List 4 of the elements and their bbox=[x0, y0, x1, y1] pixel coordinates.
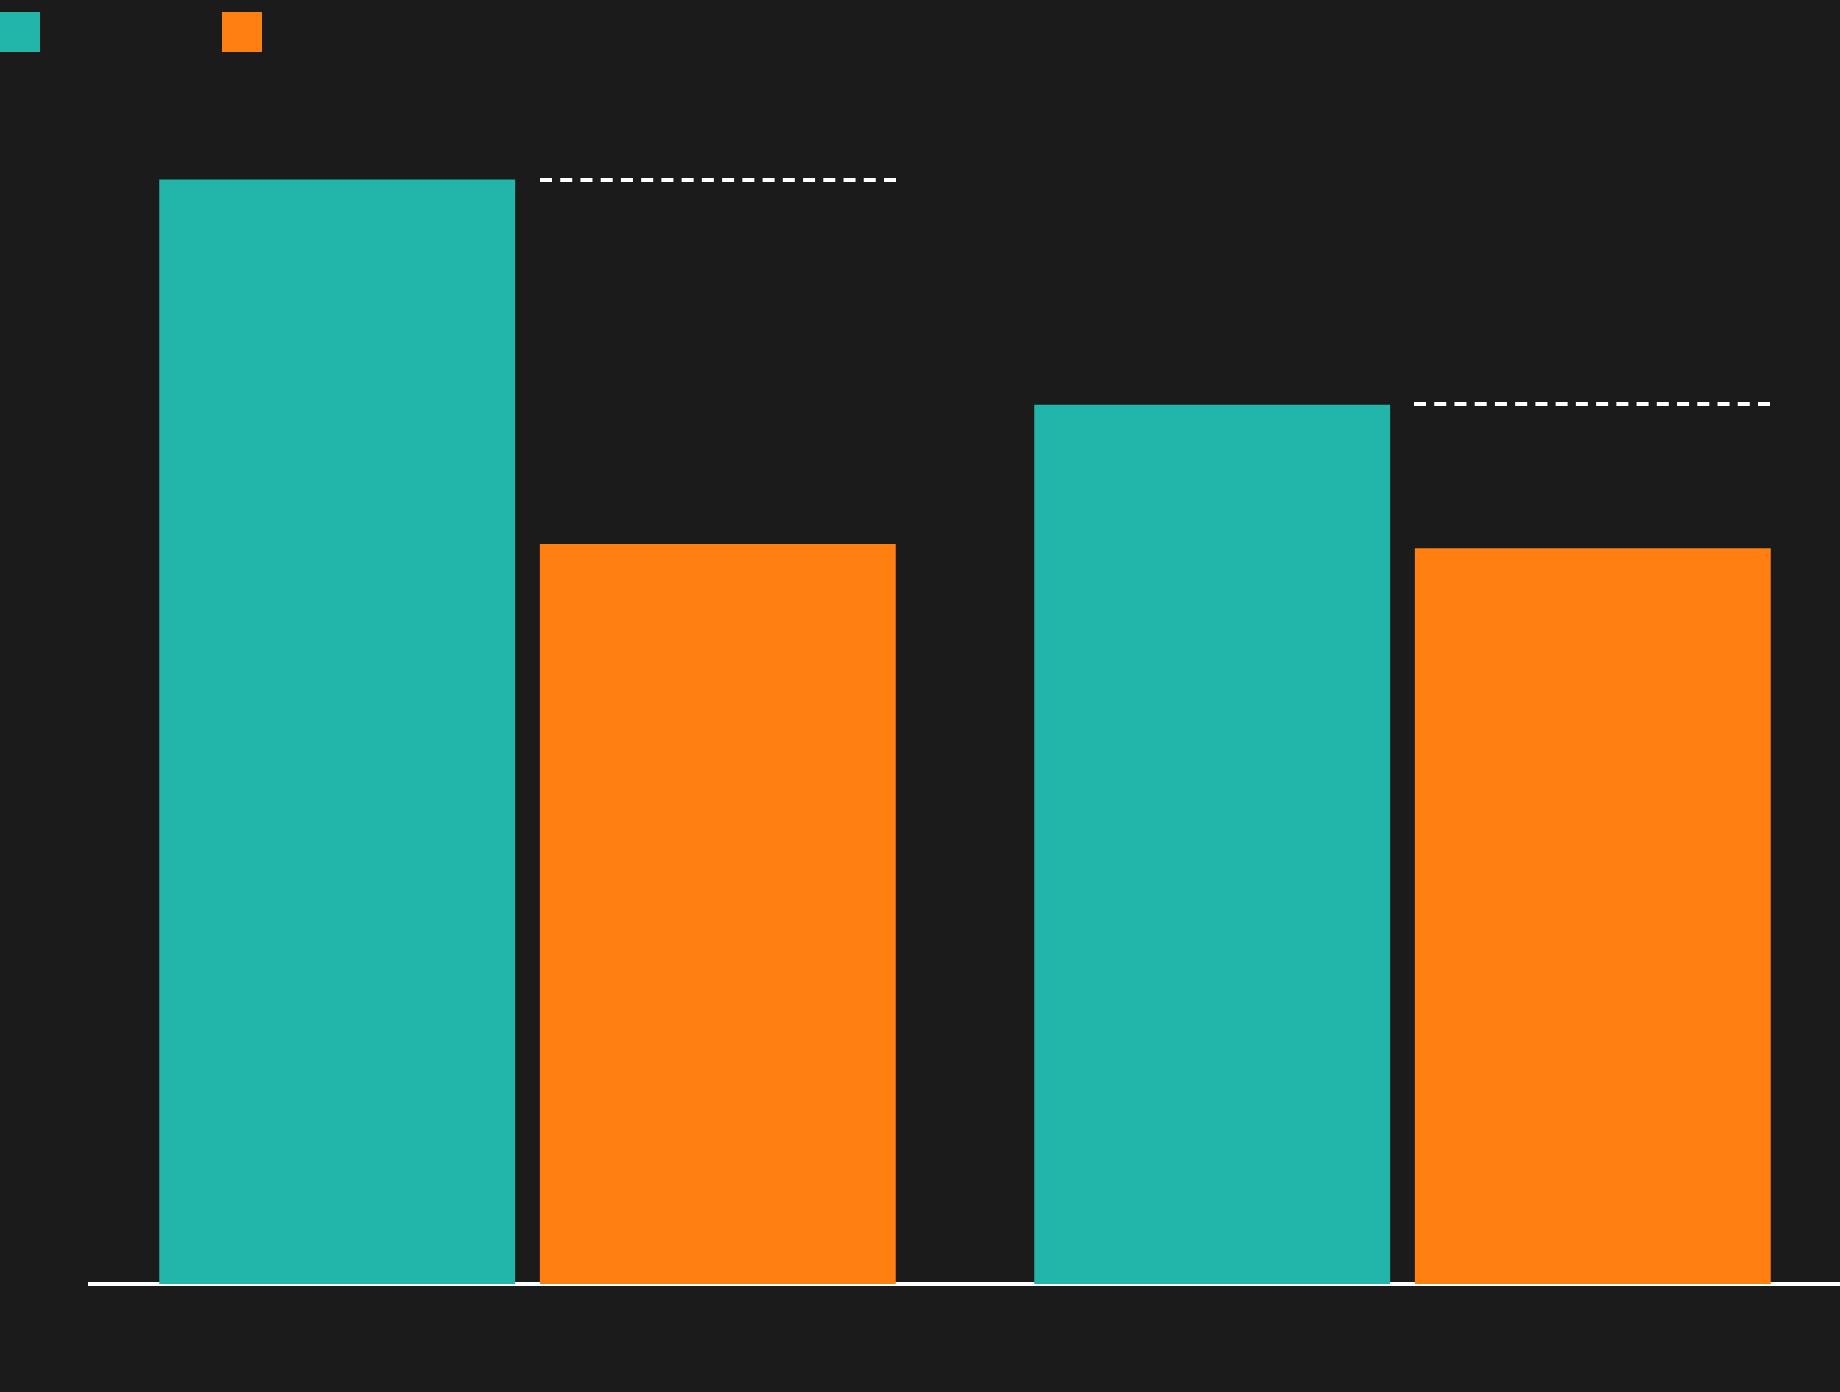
bar bbox=[159, 179, 516, 1284]
bar bbox=[539, 543, 896, 1284]
bar bbox=[1034, 404, 1391, 1284]
bar bbox=[1414, 548, 1771, 1284]
